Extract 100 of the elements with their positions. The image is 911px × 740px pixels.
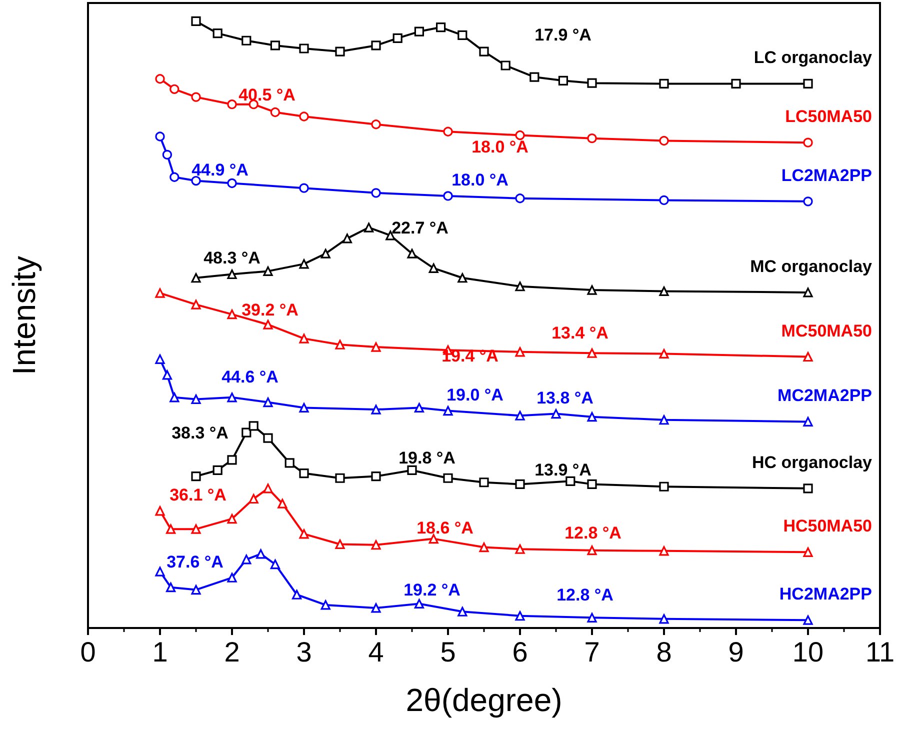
point [155, 74, 165, 84]
point [428, 534, 438, 544]
point [263, 433, 273, 443]
point [428, 263, 438, 273]
point [407, 248, 417, 258]
point [515, 347, 525, 357]
series-label: LC50MA50 [785, 107, 872, 126]
point [803, 288, 813, 298]
point [443, 406, 453, 416]
point [342, 234, 352, 244]
annotation: 17.9 °A [534, 26, 592, 44]
point [371, 404, 381, 414]
annotation: 19.8 °A [398, 448, 456, 468]
point [155, 506, 165, 516]
point [256, 549, 266, 559]
point [458, 30, 468, 40]
point [191, 273, 201, 283]
point [515, 544, 525, 554]
annotation: 48.3 °A [204, 248, 260, 268]
point [515, 130, 525, 140]
series-label: HC50MA50 [783, 516, 872, 536]
annotation: 22.7 °A [392, 218, 448, 238]
point [227, 392, 237, 402]
annotation: 38.3 °A [172, 424, 228, 442]
point [263, 484, 273, 494]
point [299, 468, 309, 478]
annotation: 18.0 °A [452, 170, 508, 190]
series-label: MC2MA2PP [778, 386, 872, 406]
series-label: MC50MA50 [781, 321, 872, 340]
point [803, 547, 813, 557]
annotation: 19.0 °A [446, 386, 504, 404]
point [242, 428, 252, 438]
point [292, 590, 302, 600]
point [270, 107, 280, 118]
point [803, 352, 813, 362]
x-tick-label: 10 [792, 636, 824, 668]
annotation: 37.6 °A [166, 552, 224, 572]
point [371, 342, 381, 352]
point [248, 494, 258, 504]
point [299, 112, 309, 122]
point [659, 348, 669, 359]
point [299, 44, 309, 54]
point [436, 22, 446, 32]
point [191, 300, 201, 310]
point [659, 136, 669, 146]
point [371, 40, 381, 50]
point [414, 598, 424, 609]
annotation: 40.5 °A [238, 86, 296, 104]
point [191, 524, 201, 534]
y-axis-title: Intensity [6, 256, 42, 376]
series-label: HC2MA2PP [779, 584, 872, 604]
point [659, 195, 669, 206]
point [587, 479, 597, 489]
point [162, 370, 172, 380]
annotation: 44.9 °A [192, 160, 248, 180]
point [155, 288, 165, 298]
x-tick-label: 2 [224, 636, 240, 668]
series-label: MC organoclay [750, 256, 873, 276]
point [479, 478, 489, 488]
x-tick-label: 0 [80, 636, 96, 668]
point [212, 28, 222, 38]
point [170, 172, 180, 182]
point [155, 132, 165, 142]
point [227, 514, 237, 524]
point [320, 248, 330, 258]
point [299, 334, 309, 344]
point [414, 26, 424, 36]
point [371, 603, 381, 613]
point [191, 394, 201, 404]
x-tick-label: 6 [512, 636, 528, 668]
point [242, 36, 252, 46]
x-tick-label: 9 [728, 636, 744, 668]
point [335, 46, 345, 56]
point [227, 572, 237, 582]
annotation: 12.8 °A [564, 524, 622, 542]
point [443, 126, 453, 136]
annotation: 39.2 °A [242, 300, 298, 320]
point [803, 196, 813, 206]
point [500, 60, 510, 70]
point [458, 606, 468, 616]
point [191, 16, 201, 26]
point [551, 409, 561, 419]
point [263, 266, 273, 276]
series-label: HC organoclay [752, 452, 873, 472]
point [587, 546, 597, 556]
point [166, 582, 176, 592]
annotation: 19.2 °A [404, 580, 460, 600]
annotation: 13.9 °A [534, 460, 592, 480]
point [191, 92, 201, 102]
point [515, 410, 525, 420]
annotation: 18.6 °A [416, 518, 474, 538]
point [515, 611, 525, 621]
point [227, 178, 237, 188]
point [659, 415, 669, 425]
point [659, 546, 669, 556]
point [170, 84, 180, 94]
point [299, 402, 309, 413]
point [443, 191, 453, 201]
point [371, 540, 381, 550]
point [587, 134, 597, 144]
